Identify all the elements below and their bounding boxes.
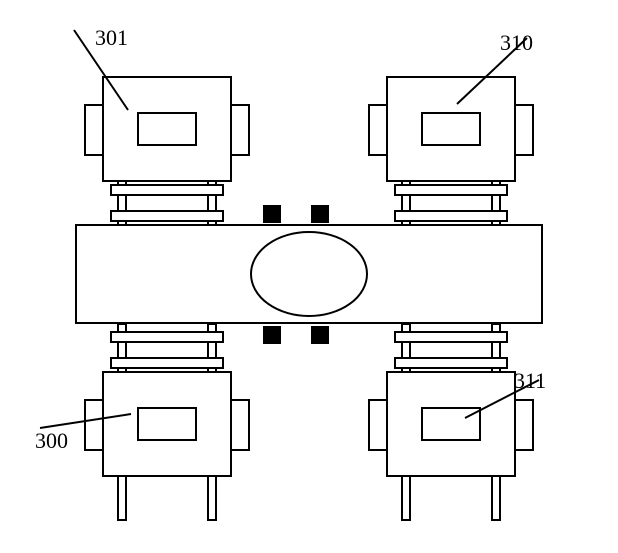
unit-inner bbox=[422, 408, 480, 440]
side-tab-right bbox=[231, 105, 249, 155]
unit-311-slot-2 bbox=[395, 332, 507, 342]
unit-301 bbox=[85, 77, 249, 181]
botRight-leg-down-r bbox=[492, 474, 500, 520]
black-square-1 bbox=[311, 205, 329, 223]
label-botRight: 311 bbox=[514, 368, 546, 393]
unit-311-slot-1 bbox=[395, 358, 507, 368]
botRight-leg-down-l bbox=[402, 474, 410, 520]
unit-300 bbox=[85, 372, 249, 476]
side-tab-right bbox=[515, 105, 533, 155]
unit-311 bbox=[369, 372, 533, 476]
side-tab-left bbox=[369, 105, 387, 155]
unit-301-slot-1 bbox=[111, 185, 223, 195]
side-tab-right bbox=[231, 400, 249, 450]
side-tab-right bbox=[515, 400, 533, 450]
unit-300-slot-1 bbox=[111, 358, 223, 368]
black-square-0 bbox=[263, 205, 281, 223]
botLeft-leg-down-l bbox=[118, 474, 126, 520]
black-square-2 bbox=[263, 326, 281, 344]
unit-inner bbox=[138, 113, 196, 145]
side-tab-left bbox=[369, 400, 387, 450]
unit-310 bbox=[369, 77, 533, 181]
side-tab-left bbox=[85, 105, 103, 155]
bar-layer bbox=[76, 225, 542, 323]
unit-301-slot-2 bbox=[111, 211, 223, 221]
middle-ellipse bbox=[251, 232, 367, 316]
unit-inner bbox=[422, 113, 480, 145]
unit-inner bbox=[138, 408, 196, 440]
unit-300-slot-2 bbox=[111, 332, 223, 342]
label-topRight: 310 bbox=[500, 30, 533, 55]
black-square-3 bbox=[311, 326, 329, 344]
label-botLeft: 300 bbox=[35, 428, 68, 453]
label-topLeft: 301 bbox=[95, 25, 128, 50]
unit-310-slot-1 bbox=[395, 185, 507, 195]
side-tab-left bbox=[85, 400, 103, 450]
unit-310-slot-2 bbox=[395, 211, 507, 221]
botLeft-leg-down-r bbox=[208, 474, 216, 520]
